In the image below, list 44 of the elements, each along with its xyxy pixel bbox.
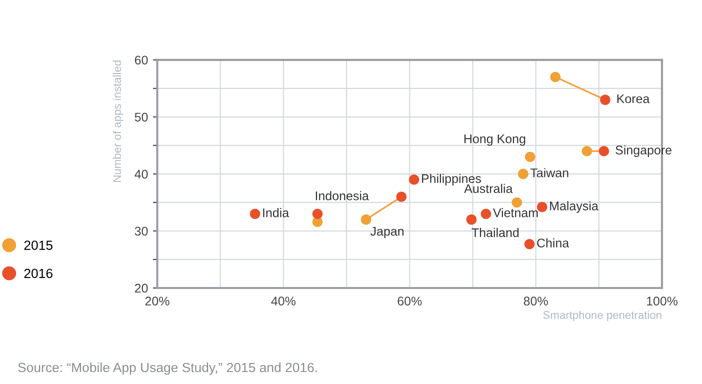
annotation: Malaysia (550, 201, 598, 213)
point (512, 197, 522, 208)
point (582, 146, 592, 156)
annotation: Philippines (422, 174, 481, 186)
annotation: Taiwan (530, 168, 568, 178)
annotation: China (537, 238, 570, 248)
x-tick-label: 60% (398, 296, 422, 306)
point (536, 202, 548, 212)
y-axis-title: Number of apps installed (112, 60, 124, 182)
x-tick-label: 20% (145, 296, 170, 306)
y-tick-label: 40 (134, 170, 148, 179)
x-tick-label: 40% (271, 296, 296, 306)
annotation: Japan (370, 226, 404, 238)
y-tick-label: 50 (134, 112, 148, 122)
x-tick-label: 80% (524, 296, 548, 306)
legend-label: 2016 (24, 268, 52, 278)
y-tick-label: 30 (134, 226, 148, 236)
point (360, 214, 372, 225)
x-tick-label: 100% (646, 296, 678, 306)
legend-label: 2015 (24, 240, 52, 250)
point (598, 146, 610, 156)
point (518, 168, 528, 180)
point (550, 72, 561, 82)
point (408, 174, 420, 185)
point (480, 208, 492, 220)
annotation: Vietnam (492, 208, 538, 218)
annotation: India (263, 208, 290, 218)
y-tick-label: 20 (134, 284, 148, 293)
point (524, 152, 536, 162)
point (524, 238, 535, 250)
annotation: Singapore (616, 145, 672, 157)
point (250, 208, 260, 220)
point (466, 214, 477, 225)
annotation: Indonesia (316, 191, 369, 200)
annotation: Australia (464, 184, 513, 194)
annotation: Korea (617, 94, 650, 104)
point (312, 208, 323, 220)
annotation: Hong Kong (464, 134, 526, 146)
point (396, 192, 407, 202)
x-axis-title: Smartphone penetration (543, 310, 662, 322)
point (600, 94, 610, 105)
source-note: Source: “Mobile App Usage Study,” 2015 and 2016. (18, 362, 317, 375)
annotation: Thailand (472, 228, 519, 238)
y-tick-label: 60 (134, 56, 148, 65)
